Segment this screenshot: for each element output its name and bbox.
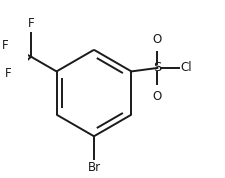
Text: S: S bbox=[153, 61, 161, 74]
Text: F: F bbox=[28, 17, 34, 30]
Text: Br: Br bbox=[87, 161, 100, 174]
Text: F: F bbox=[5, 67, 12, 80]
Text: O: O bbox=[152, 90, 161, 103]
Text: Cl: Cl bbox=[179, 61, 191, 74]
Text: F: F bbox=[2, 39, 8, 52]
Text: O: O bbox=[152, 33, 161, 46]
